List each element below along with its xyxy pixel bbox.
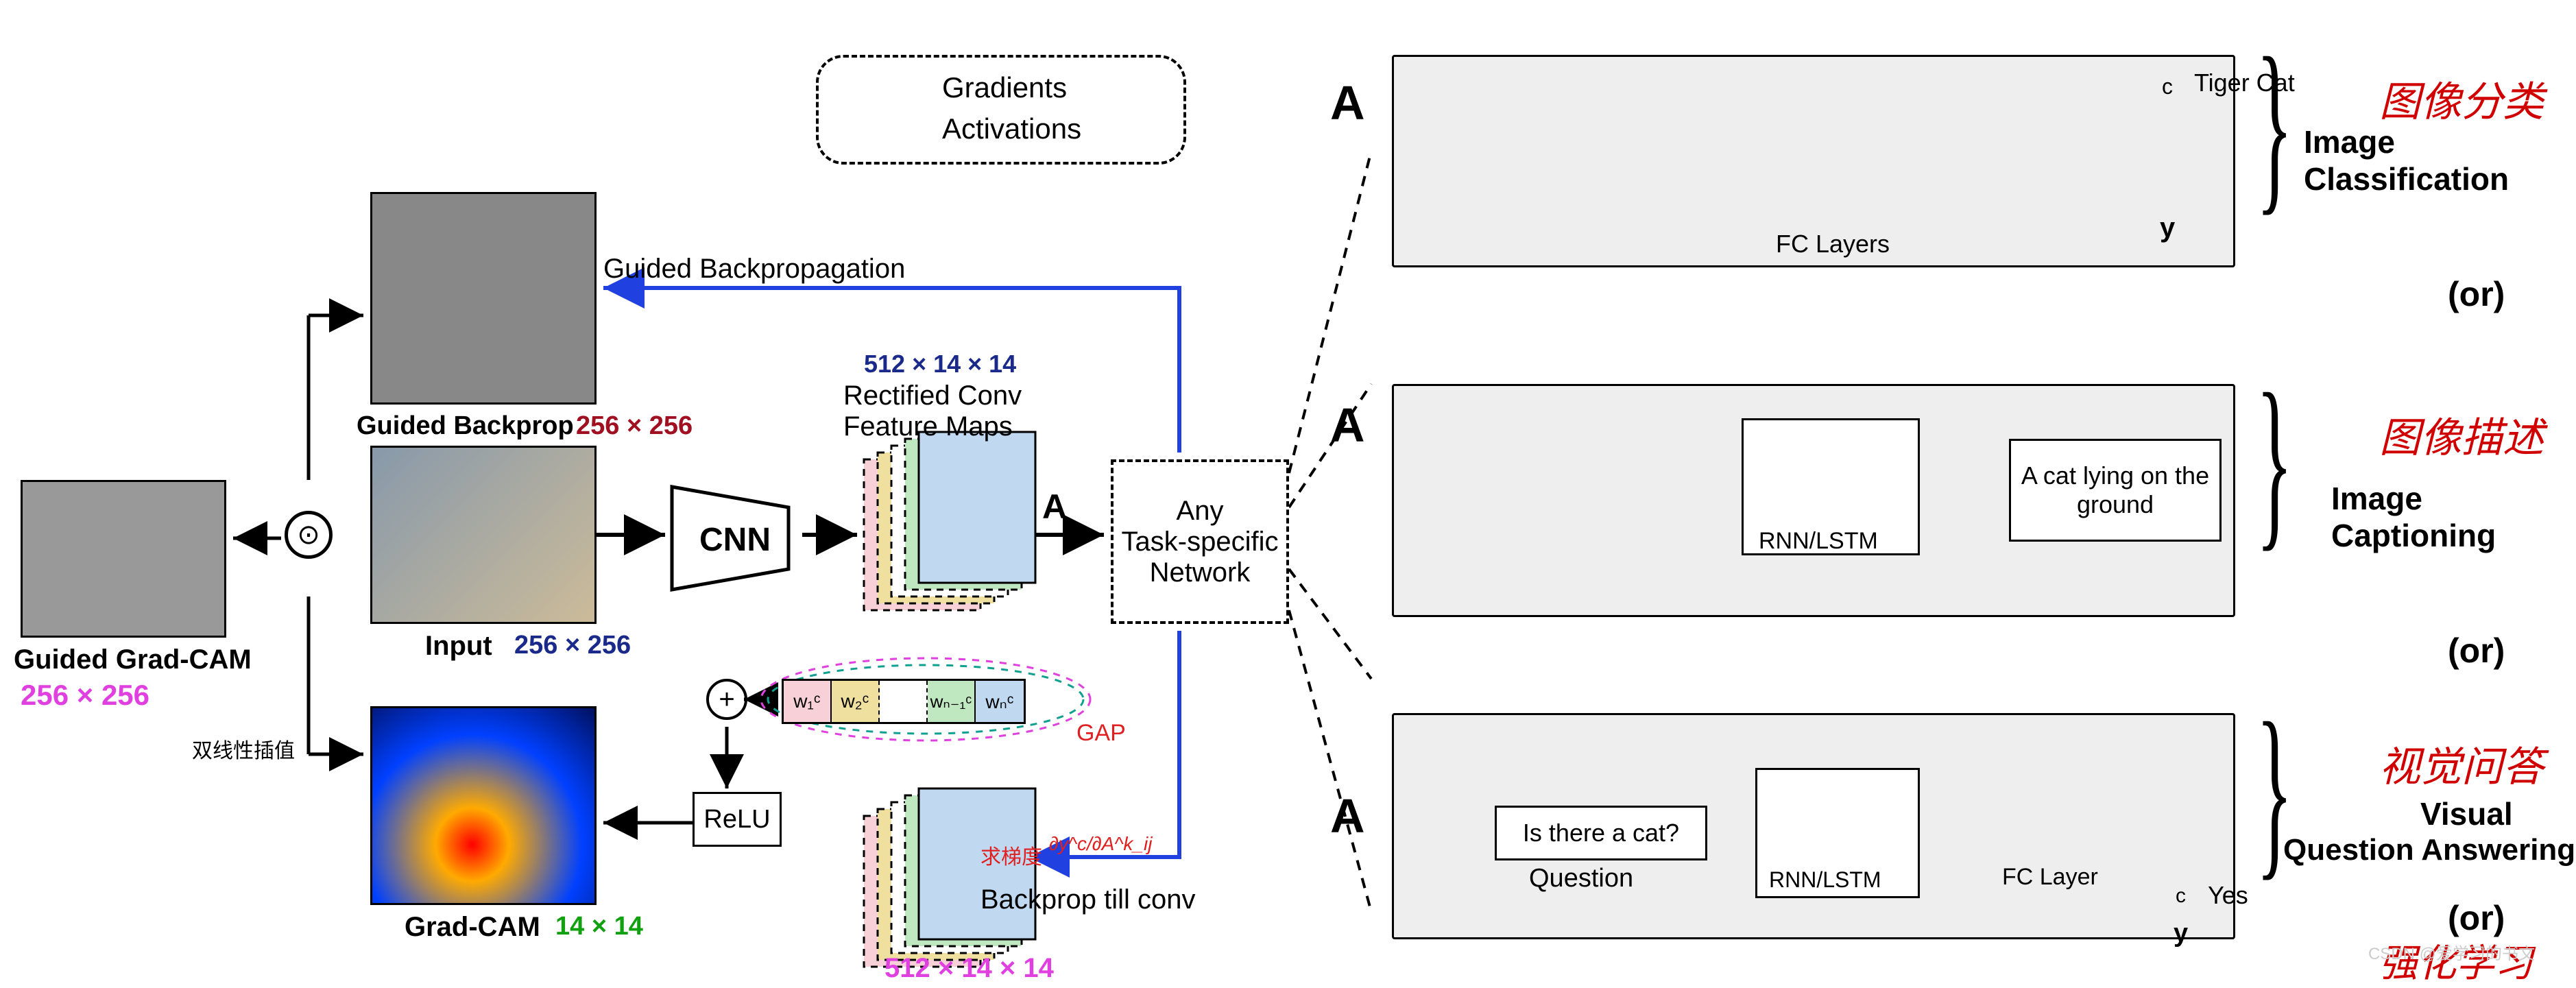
legend-activations: Activations (942, 112, 1081, 145)
gradcam-label: Grad-CAM (405, 912, 540, 943)
task1-y: y (2160, 213, 2175, 243)
task3-output: Yes (2208, 881, 2248, 910)
task3-a: A (1330, 788, 1365, 843)
gradcam-image (370, 706, 597, 905)
guided-gradcam-label: Guided Grad-CAM (14, 644, 252, 675)
weights-row: w₁ᶜ w₂ᶜ wₙ₋₁ᶜ wₙᶜ (782, 679, 1026, 724)
legend-box: Gradients Activations (816, 55, 1186, 165)
task3-chinese: 视觉问答 (2379, 734, 2544, 793)
task3-rnn-label: RNN/LSTM (1769, 867, 1881, 893)
grad-note: 求梯度 (980, 840, 1042, 870)
task-specific-box: Any Task-specific Network (1111, 459, 1289, 624)
bilinear-label: 双线性插值 (192, 734, 295, 764)
plus-node: + (706, 679, 747, 720)
input-image (370, 446, 597, 624)
relu-box: ReLU (693, 792, 782, 847)
task3-fc-label: FC Layer (2002, 864, 2098, 891)
guided-bp-arrow-label: Guided Backpropagation (603, 254, 905, 285)
brace3: } (2256, 679, 2293, 900)
featuremaps-label: Feature Maps (843, 411, 1013, 442)
multiply-node: ⊙ (285, 511, 333, 559)
grad-formula: ∂y^c/∂A^k_ij (1049, 833, 1152, 855)
guided-gradcam-image (21, 480, 226, 638)
brace2: } (2256, 350, 2293, 571)
task1-fc-label: FC Layers (1776, 230, 1890, 258)
guided-gradcam-dim: 256 × 256 (21, 679, 149, 712)
task3-english2: Question Answering (2283, 833, 2575, 867)
task1-english: Image Classification (2304, 123, 2576, 197)
brace1: } (2256, 14, 2293, 235)
watermark: CSDN @爱学习的书文 (2368, 940, 2535, 964)
backprop-conv-label: Backprop till conv (980, 884, 1195, 915)
task2-or: (or) (2448, 631, 2505, 671)
task2-rnn-label: RNN/LSTM (1759, 528, 1878, 555)
task1-chinese: 图像分类 (2379, 69, 2544, 128)
task3-y: y (2174, 919, 2188, 948)
task1-or: (or) (2448, 274, 2505, 314)
rectified-label: Rectified Conv (843, 381, 1022, 411)
a-activation: A (1042, 487, 1067, 527)
task2-chinese: 图像描述 (2379, 405, 2544, 464)
task2-english: Image Captioning (2331, 480, 2576, 554)
gradcam-dim: 14 × 14 (555, 912, 643, 941)
guided-backprop-image (370, 192, 597, 405)
task3-c: c (2176, 884, 2186, 908)
task1-a: A (1330, 75, 1365, 130)
task1-c: c (2162, 74, 2173, 99)
task2-output-box: A cat lying on the ground (2009, 439, 2222, 542)
legend-gradients: Gradients (942, 71, 1067, 104)
input-label: Input (425, 631, 492, 662)
task3-english1: Visual (2420, 795, 2513, 832)
task3-question-box: Is there a cat? (1495, 806, 1707, 860)
guided-backprop-label: Guided Backprop (357, 411, 574, 441)
task2-a: A (1330, 398, 1365, 453)
backprop-dim: 512 × 14 × 14 (884, 953, 1054, 984)
cnn-box: CNN (665, 480, 802, 600)
input-dim: 256 × 256 (514, 631, 631, 660)
task3-question-label: Question (1529, 864, 1633, 893)
guided-backprop-dim: 256 × 256 (576, 411, 693, 441)
gap-label: GAP (1076, 720, 1126, 747)
feature-dim: 512 × 14 × 14 (864, 350, 1016, 378)
